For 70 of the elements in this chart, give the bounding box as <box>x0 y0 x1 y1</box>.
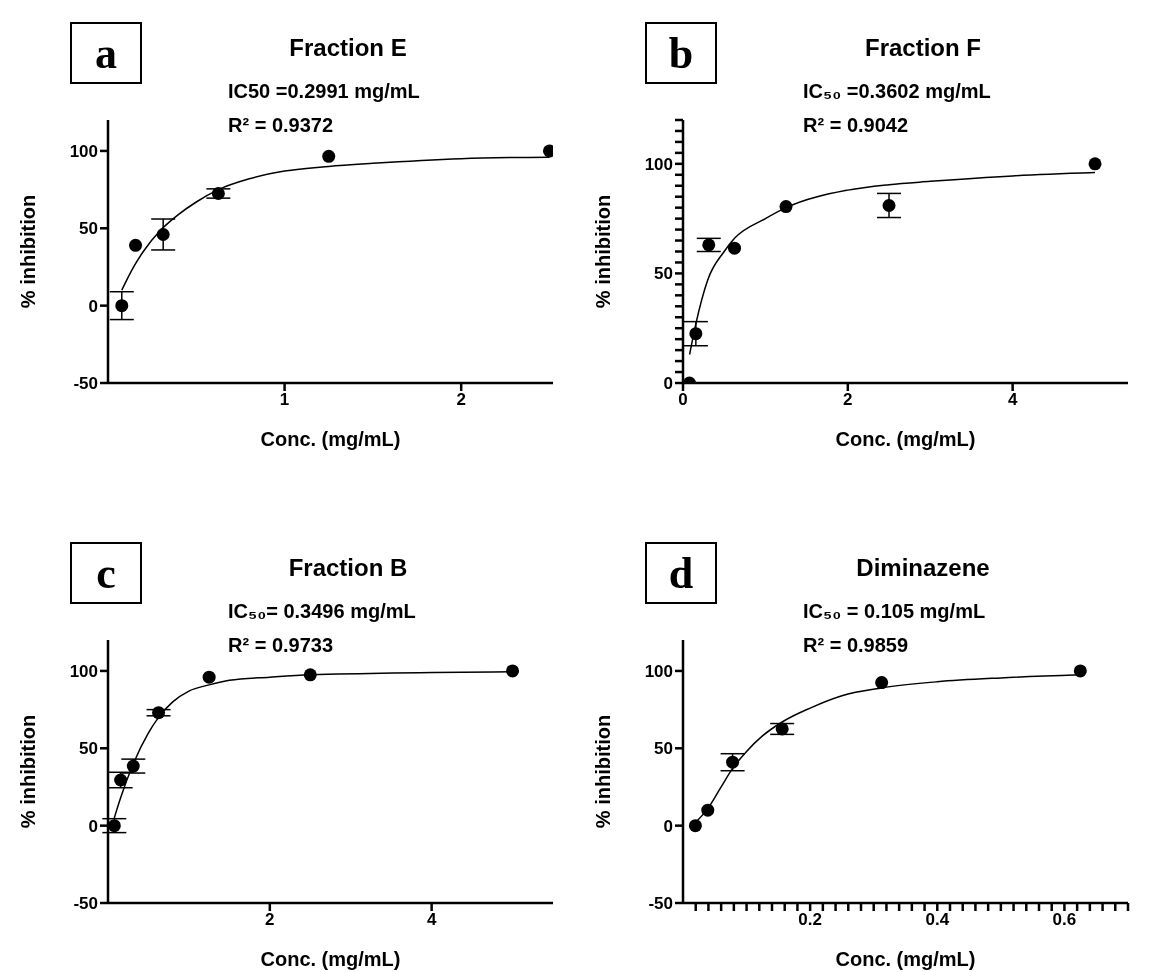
text: IC₅₀ = 0.105 mg/mL <box>803 600 986 623</box>
x-tick-label: 4 <box>1007 390 1018 410</box>
chart-title: Diminazene <box>855 554 991 582</box>
chart-title: Fraction E <box>288 34 408 62</box>
point <box>129 238 143 252</box>
y-axis-title: % inhibition <box>17 714 40 829</box>
y-tick-label: 50 <box>654 264 673 284</box>
y-tick-label: 100 <box>644 661 673 681</box>
y-axis-title: % inhibition <box>592 714 615 829</box>
y-tick-label: 0 <box>663 816 673 836</box>
y-tick-label: 0 <box>663 374 673 394</box>
text: c <box>70 542 142 604</box>
x-axis-title: Conc. (mg/mL) <box>260 428 401 450</box>
text: b <box>645 22 717 84</box>
y-axis-title: % inhibition <box>17 194 40 309</box>
point <box>689 327 703 341</box>
text: IC₅₀ =0.3602 mg/mL <box>803 80 991 103</box>
x-tick-label: 4 <box>426 910 437 930</box>
point <box>882 198 896 212</box>
chart-title: Fraction B <box>287 554 409 582</box>
x-tick-label: 0.4 <box>925 910 950 930</box>
x-tick-label: 0.6 <box>1052 910 1077 930</box>
point <box>688 819 702 833</box>
point <box>726 755 740 769</box>
x-tick-label: 1 <box>279 390 290 410</box>
y-tick-label: 50 <box>79 219 98 239</box>
y-tick-label: -50 <box>648 894 673 914</box>
x-axis-title: Conc. (mg/mL) <box>260 948 401 970</box>
x-tick-label: 0.2 <box>798 910 822 930</box>
point <box>506 664 520 678</box>
x-tick-label: 2 <box>456 390 466 410</box>
point <box>728 241 742 255</box>
y-tick-label: 100 <box>69 141 98 161</box>
point <box>775 722 789 736</box>
y-tick-label: 0 <box>88 296 98 316</box>
annotation: R² = 0.9042 <box>803 114 909 137</box>
point <box>875 676 889 690</box>
point <box>115 299 129 313</box>
y-tick-label: 100 <box>69 661 98 681</box>
point <box>701 803 715 817</box>
y-tick-label: 100 <box>644 154 673 174</box>
text: IC₅₀= 0.3496 mg/mL <box>228 600 416 623</box>
y-tick-label: 50 <box>654 739 673 759</box>
point <box>211 186 225 200</box>
x-tick-label: 2 <box>265 910 275 930</box>
x-axis-title: Conc. (mg/mL) <box>835 428 976 450</box>
annotation: R² = 0.9733 <box>228 634 334 657</box>
x-tick-label: 0 <box>678 390 688 410</box>
text: IC50 =0.2991 mg/mL <box>228 80 420 103</box>
point <box>702 238 716 252</box>
y-tick-label: 0 <box>88 816 98 836</box>
annotation: R² = 0.9859 <box>803 634 909 657</box>
text: a <box>70 22 142 84</box>
point <box>152 706 166 720</box>
annotation: R² = 0.9372 <box>228 114 334 137</box>
point <box>202 670 216 684</box>
point <box>1073 664 1087 678</box>
x-tick-label: 2 <box>843 390 853 410</box>
point <box>779 200 793 214</box>
x-axis-title: Conc. (mg/mL) <box>835 948 976 970</box>
y-axis-title: % inhibition <box>592 194 615 309</box>
point <box>156 227 170 241</box>
text: d <box>645 542 717 604</box>
chart-title: Fraction F <box>864 34 982 62</box>
point <box>303 668 317 682</box>
y-tick-label: 50 <box>79 739 98 759</box>
y-tick-label: -50 <box>73 374 98 394</box>
y-tick-label: -50 <box>73 894 98 914</box>
point <box>1088 157 1102 171</box>
point <box>322 149 336 163</box>
